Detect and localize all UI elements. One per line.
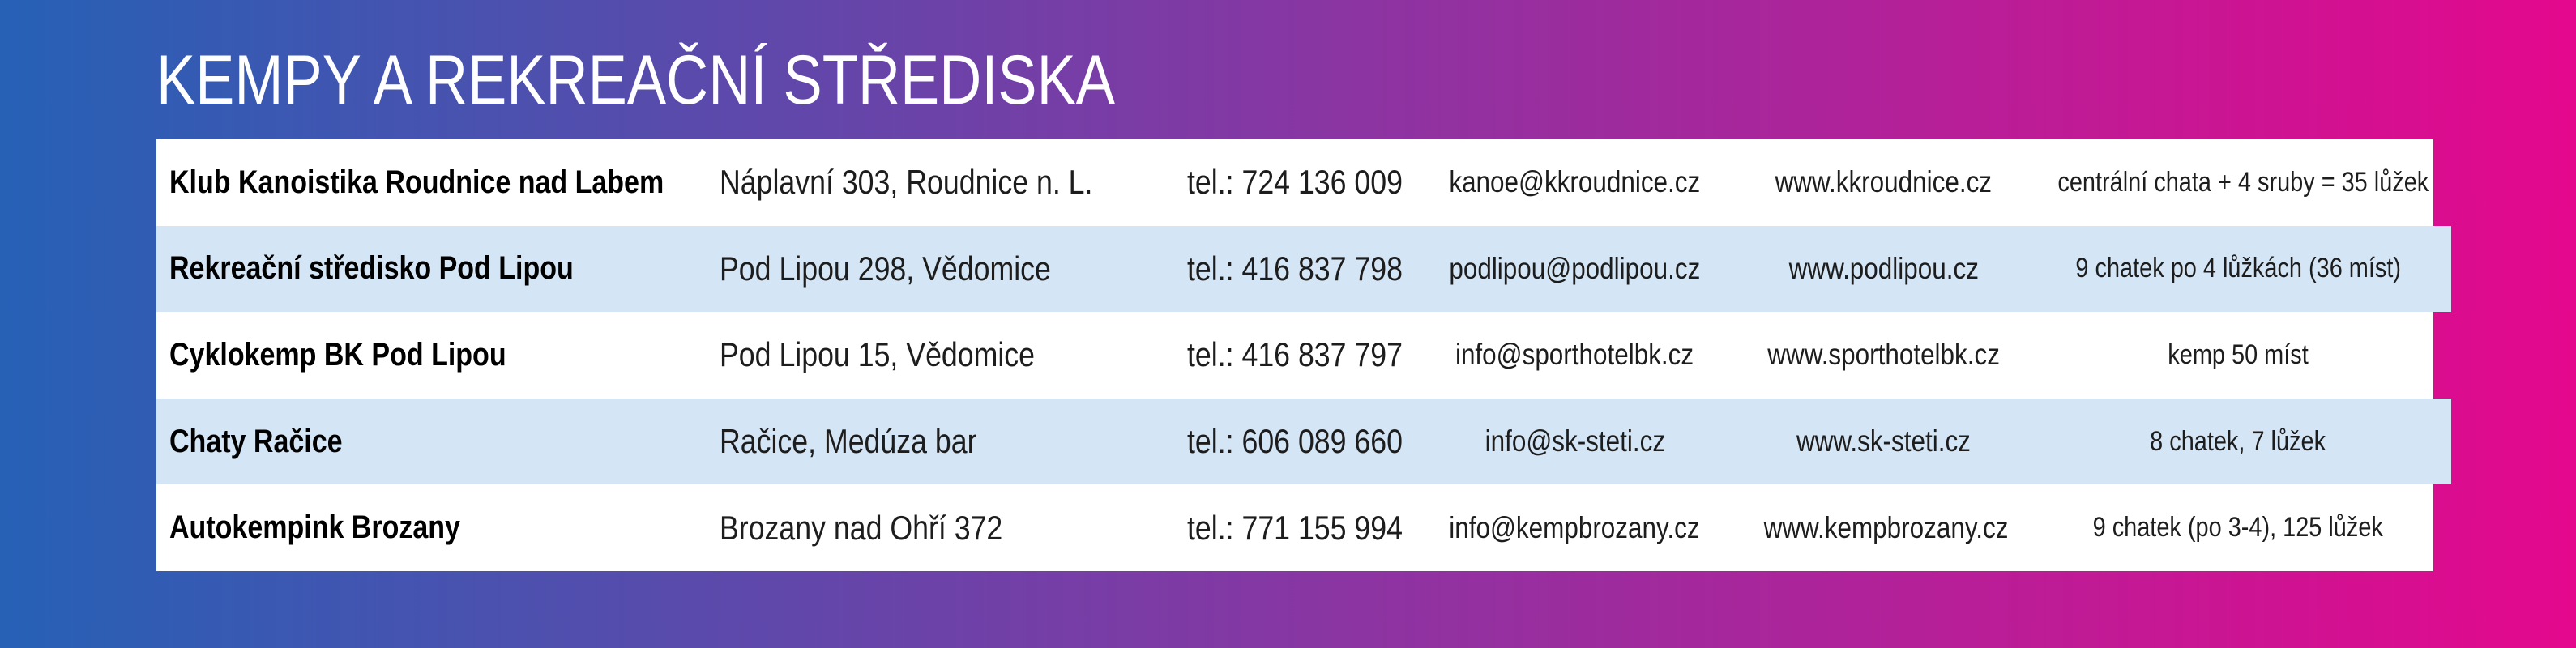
camp-website: www.sk-steti.cz (1796, 424, 1971, 458)
camp-email: podlipou@podlipou.cz (1449, 251, 1701, 285)
camp-name: Chaty Račice (169, 423, 343, 459)
camp-phone: tel.: 606 089 660 (1186, 422, 1403, 461)
table-row: Autokempink Brozany Brozany nad Ohří 372… (156, 484, 2451, 571)
camp-website: www.kempbrozany.cz (1763, 510, 2009, 544)
camp-website: www.podlipou.cz (1788, 251, 1979, 285)
camp-address: Pod Lipou 298, Vědomice (719, 249, 1051, 288)
table-row: Klub Kanoistika Roudnice nad Labem Nápla… (156, 139, 2451, 226)
camp-phone: tel.: 771 155 994 (1186, 508, 1403, 547)
camp-name: Cyklokemp BK Pod Lipou (169, 336, 506, 373)
camp-phone: tel.: 416 837 798 (1186, 249, 1403, 288)
camp-address: Náplavní 303, Roudnice n. L. (719, 163, 1093, 202)
camps-table: Klub Kanoistika Roudnice nad Labem Nápla… (156, 139, 2452, 571)
camp-phone: tel.: 724 136 009 (1186, 163, 1403, 202)
camp-capacity: 9 chatek po 4 lůžkách (36 míst) (2075, 253, 2401, 284)
camp-website: www.kkroudnice.cz (1775, 165, 1993, 199)
camp-website: www.sporthotelbk.cz (1766, 338, 2000, 372)
camp-email: info@kempbrozany.cz (1449, 510, 1701, 544)
table-row: Cyklokemp BK Pod Lipou Pod Lipou 15, Věd… (156, 312, 2451, 399)
camp-capacity: centrální chata + 4 sruby = 35 lůžek (2057, 166, 2429, 198)
camp-email: info@sporthotelbk.cz (1455, 338, 1694, 372)
camp-phone: tel.: 416 837 797 (1186, 335, 1403, 374)
camp-email: kanoe@kkroudnice.cz (1449, 165, 1701, 199)
camp-address: Pod Lipou 15, Vědomice (719, 335, 1035, 374)
camp-capacity: 8 chatek, 7 lůžek (2150, 425, 2326, 457)
camp-email: info@sk-steti.cz (1485, 424, 1665, 458)
camp-name: Rekreační středisko Pod Lipou (169, 250, 574, 287)
page-title: KEMPY A REKREAČNÍ STŘEDISKA (156, 41, 1115, 119)
camp-name: Klub Kanoistika Roudnice nad Labem (169, 164, 664, 200)
camp-address: Brozany nad Ohří 372 (719, 508, 1002, 547)
camp-name: Autokempink Brozany (169, 509, 460, 546)
camp-capacity: 9 chatek (po 3-4), 125 lůžek (2092, 512, 2384, 544)
table-row: Rekreační středisko Pod Lipou Pod Lipou … (156, 225, 2452, 313)
camp-address: Račice, Medúza bar (719, 422, 977, 461)
table-row: Chaty Račice Račice, Medúza bar tel.: 60… (156, 398, 2452, 485)
camp-capacity: kemp 50 míst (2168, 339, 2309, 370)
